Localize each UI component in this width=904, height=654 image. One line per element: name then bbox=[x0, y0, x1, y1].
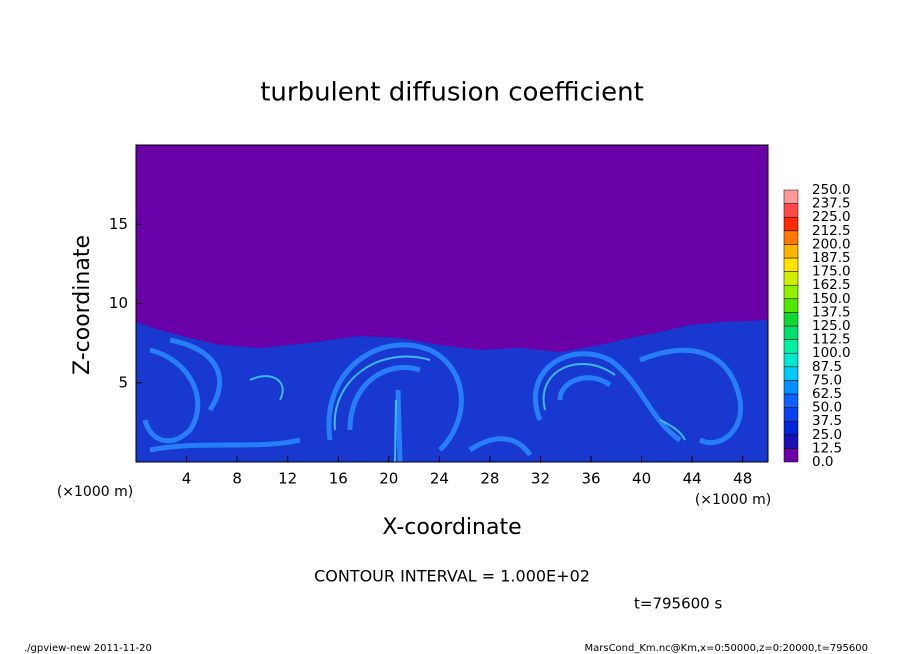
colorbar-label: 100.0 bbox=[812, 345, 851, 361]
field bbox=[136, 145, 768, 463]
colorbar-label: 62.5 bbox=[812, 386, 842, 402]
colorbar-cell bbox=[783, 352, 799, 368]
colorbar-label: 237.5 bbox=[812, 196, 851, 212]
x-unit: (×1000 m) bbox=[695, 492, 771, 508]
colorbar-cell bbox=[783, 298, 799, 313]
footer-left: ./gpview-new 2011-11-20 bbox=[24, 643, 152, 654]
x-tick-label: 36 bbox=[581, 470, 600, 488]
colorbar-label: 200.0 bbox=[812, 236, 851, 252]
colorbar-cell bbox=[783, 189, 799, 204]
y-tick-label: 5 bbox=[118, 373, 128, 391]
swirls bbox=[142, 337, 744, 463]
x-tick-label: 12 bbox=[278, 470, 297, 488]
x-tick-label: 16 bbox=[329, 470, 348, 488]
x-tick-label: 20 bbox=[379, 470, 398, 488]
colorbar-label: 87.5 bbox=[812, 359, 842, 375]
colorbar-cell bbox=[783, 203, 799, 218]
colorbar-label: 125.0 bbox=[812, 318, 851, 334]
colorbar-label: 187.5 bbox=[812, 250, 851, 266]
colorbar-cell bbox=[783, 366, 799, 381]
x-tick-label: 40 bbox=[632, 470, 651, 488]
y-tick-label: 10 bbox=[109, 294, 128, 312]
footer-right: MarsCond_Km.nc@Km,x=0:50000,z=0:20000,t=… bbox=[585, 643, 869, 654]
colorbar-label: 137.5 bbox=[812, 304, 851, 320]
colorbar-label: 75.0 bbox=[812, 372, 842, 388]
colorbar-cell bbox=[783, 448, 799, 463]
x-tick-label: 44 bbox=[683, 470, 702, 488]
x-axis-label: X-coordinate bbox=[382, 515, 521, 540]
x-tick-label: 28 bbox=[480, 470, 499, 488]
colorbar-cell bbox=[783, 434, 799, 449]
y-tick-label: 15 bbox=[109, 215, 128, 233]
colorbar-cell bbox=[783, 407, 799, 422]
chart-title: turbulent diffusion coefficient bbox=[260, 78, 644, 108]
colorbar-label: 12.5 bbox=[812, 440, 842, 456]
colorbar-cell bbox=[783, 284, 799, 300]
colorbar-cell bbox=[783, 216, 799, 232]
colorbar-label: 250.0 bbox=[812, 182, 851, 198]
colorbar-label: 0.0 bbox=[812, 454, 833, 470]
colorbar-cell bbox=[783, 257, 799, 272]
colorbar-cell bbox=[783, 325, 799, 340]
colorbar-cell bbox=[783, 393, 799, 408]
colorbar-cell bbox=[783, 230, 799, 245]
x-tick-label: 24 bbox=[430, 470, 449, 488]
colorbar-label: 37.5 bbox=[812, 413, 842, 429]
x-tick-label: 48 bbox=[733, 470, 752, 488]
colorbar-label: 162.5 bbox=[812, 277, 851, 293]
colorbar-cell bbox=[783, 312, 799, 327]
colorbar-label: 112.5 bbox=[812, 332, 851, 348]
contour-note: CONTOUR INTERVAL = 1.000E+02 bbox=[314, 567, 590, 586]
y-unit: (×1000 m) bbox=[57, 484, 133, 500]
colorbar-cell bbox=[783, 244, 799, 259]
x-tick-label: 8 bbox=[232, 470, 242, 488]
colorbar-cell bbox=[783, 271, 799, 286]
colorbar-label: 212.5 bbox=[812, 223, 851, 239]
colorbar-label: 25.0 bbox=[812, 427, 842, 443]
y-axis-label: Z-coordinate bbox=[70, 235, 95, 375]
colorbar-label: 225.0 bbox=[812, 209, 851, 225]
colorbar-cell bbox=[783, 339, 799, 354]
x-tick-label: 4 bbox=[182, 470, 192, 488]
time-label: t=795600 s bbox=[634, 595, 722, 613]
turbulent-layer bbox=[136, 320, 768, 462]
x-tick-label: 32 bbox=[531, 470, 550, 488]
swirls-bright bbox=[249, 355, 686, 463]
colorbar-label: 50.0 bbox=[812, 400, 842, 416]
colorbar-cell bbox=[783, 420, 799, 436]
colorbar-label: 150.0 bbox=[812, 291, 851, 307]
colorbar-cell bbox=[783, 380, 799, 395]
colorbar-label: 175.0 bbox=[812, 264, 851, 280]
